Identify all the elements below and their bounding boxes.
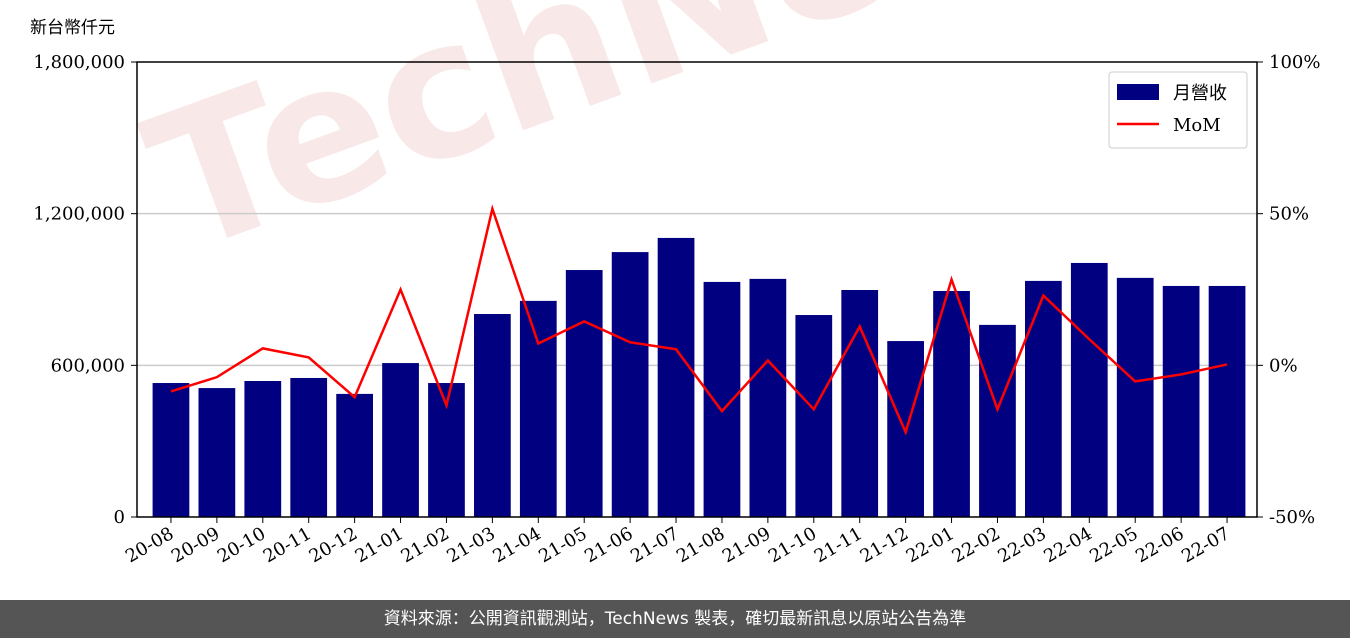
legend-label: MoM <box>1173 115 1221 136</box>
bar <box>1208 285 1246 517</box>
bar <box>290 377 328 517</box>
x-tick-label: 21-08 <box>673 523 728 567</box>
x-tick-label: 20-08 <box>122 523 177 567</box>
bar <box>749 278 787 517</box>
x-tick-label: 22-06 <box>1132 523 1187 567</box>
x-tick-label: 21-02 <box>398 523 453 567</box>
x-tick-label: 21-01 <box>352 523 407 567</box>
bar <box>474 314 511 517</box>
bar <box>933 291 970 517</box>
footer: 資料來源：公開資訊觀測站，TechNews 製表，確切最新訊息以原站公告為準 <box>0 600 1350 638</box>
legend-swatch <box>1117 84 1159 100</box>
y2-tick-label: 100% <box>1269 52 1320 73</box>
x-tick-label: 22-03 <box>994 523 1049 567</box>
bar <box>382 363 419 517</box>
y2-tick-label: 0% <box>1269 355 1298 376</box>
x-tick-label: 21-04 <box>489 523 544 567</box>
bar <box>1116 277 1154 517</box>
legend-label: 月營收 <box>1173 83 1227 104</box>
y-tick-label: 1,800,000 <box>33 52 125 73</box>
x-tick-label: 21-10 <box>765 523 820 567</box>
y-tick-label: 600,000 <box>51 355 125 376</box>
bar <box>611 252 649 518</box>
x-tick-label: 20-11 <box>260 523 315 567</box>
x-tick-label: 20-09 <box>168 523 223 567</box>
x-tick-label: 21-09 <box>719 523 774 567</box>
chart: TechNews 新台幣仟元 0 600,000 1,200,000 1,800,00… <box>30 0 1320 567</box>
x-tick-label: 21-07 <box>627 523 682 567</box>
x-tick-label: 21-05 <box>535 523 590 567</box>
x-tick-label: 22-02 <box>949 523 1004 567</box>
line <box>170 204 1228 436</box>
x-tick-label: 20-12 <box>306 523 361 567</box>
bar <box>1162 285 1200 517</box>
x-tick-label: 21-12 <box>857 523 912 567</box>
y2-tick-label: -50% <box>1269 507 1315 528</box>
x-tick-label: 21-11 <box>811 523 866 567</box>
bar <box>336 393 373 517</box>
bar <box>565 270 603 517</box>
x-tick-label: 22-01 <box>903 523 958 567</box>
plot-frame <box>136 61 1258 518</box>
bar <box>979 324 1016 517</box>
x-tick-label: 21-06 <box>581 523 636 567</box>
y2-tick-label: 50% <box>1269 204 1309 225</box>
bar <box>795 315 833 517</box>
y-tick-label: 1,200,000 <box>33 204 125 225</box>
bar <box>152 383 190 517</box>
x-tick-label: 21-03 <box>443 523 498 567</box>
bar <box>198 388 236 517</box>
x-tick-label: 22-05 <box>1086 523 1141 567</box>
x-tick-label: 20-10 <box>214 523 269 567</box>
bar <box>519 300 557 517</box>
bar <box>244 381 282 517</box>
x-tick-label: 22-07 <box>1178 523 1233 567</box>
bar <box>1070 262 1108 517</box>
bar <box>1025 280 1062 517</box>
y-axis-label: 新台幣仟元 <box>30 18 115 38</box>
bar <box>657 237 695 517</box>
y-tick-label: 0 <box>114 507 125 528</box>
x-tick-label: 22-04 <box>1040 523 1095 567</box>
watermark: TechNews <box>123 0 1192 296</box>
bar <box>703 281 741 517</box>
